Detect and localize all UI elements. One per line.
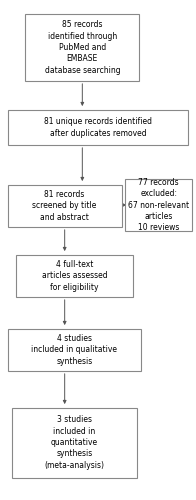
FancyBboxPatch shape xyxy=(8,110,188,145)
Text: 81 records
screened by title
and abstract: 81 records screened by title and abstrac… xyxy=(33,190,97,222)
FancyBboxPatch shape xyxy=(8,184,122,227)
Text: 77 records
excluded:
67 non-relevant
articles
10 reviews: 77 records excluded: 67 non-relevant art… xyxy=(128,178,189,233)
FancyBboxPatch shape xyxy=(8,329,141,371)
Text: 81 unique records identified
after duplicates removed: 81 unique records identified after dupli… xyxy=(44,118,152,138)
Text: 4 full-text
articles assessed
for eligibility: 4 full-text articles assessed for eligib… xyxy=(42,260,107,292)
Text: 85 records
identified through
PubMed and
EMBASE
database searching: 85 records identified through PubMed and… xyxy=(44,20,120,75)
Text: 4 studies
included in qualitative
synthesis: 4 studies included in qualitative synthe… xyxy=(32,334,117,366)
FancyBboxPatch shape xyxy=(12,408,137,478)
FancyBboxPatch shape xyxy=(125,179,192,231)
Text: 3 studies
included in
quantitative
synthesis
(meta-analysis): 3 studies included in quantitative synth… xyxy=(44,415,104,470)
FancyBboxPatch shape xyxy=(25,14,139,81)
FancyBboxPatch shape xyxy=(16,254,133,297)
